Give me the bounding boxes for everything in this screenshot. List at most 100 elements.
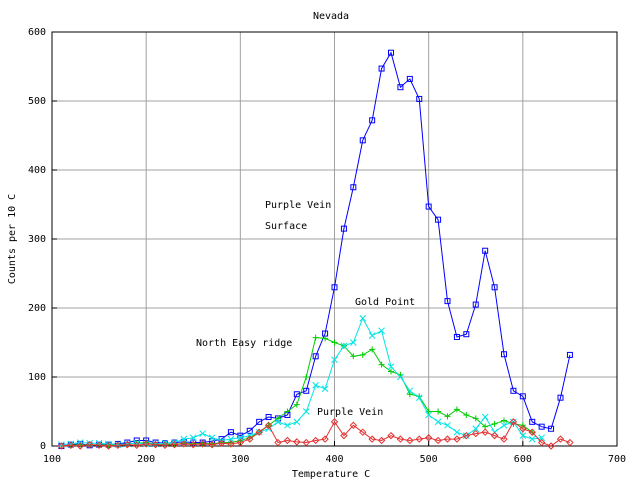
marker	[264, 421, 273, 430]
marker	[114, 441, 122, 450]
x-tick-label: 700	[608, 454, 626, 465]
marker	[444, 298, 451, 305]
marker	[321, 435, 329, 443]
marker	[274, 438, 282, 447]
x-tick-label: 300	[231, 454, 249, 465]
marker	[490, 431, 499, 440]
marker	[453, 428, 461, 436]
marker	[406, 436, 414, 445]
marker	[501, 351, 507, 358]
marker	[481, 413, 489, 421]
marker	[369, 346, 376, 353]
annotation: Surface	[265, 221, 307, 232]
marker	[227, 440, 235, 448]
marker	[491, 284, 498, 291]
marker	[227, 429, 234, 436]
marker	[435, 216, 442, 223]
marker	[501, 417, 507, 424]
marker	[246, 427, 253, 434]
marker	[378, 361, 385, 368]
marker	[406, 391, 413, 398]
marker	[85, 440, 94, 449]
marker	[556, 435, 565, 443]
marker	[537, 438, 546, 447]
x-tick-label: 400	[325, 454, 343, 465]
marker	[481, 428, 489, 436]
marker	[189, 434, 197, 442]
marker	[293, 391, 300, 398]
marker	[444, 421, 451, 429]
marker	[322, 335, 329, 342]
marker	[189, 440, 197, 449]
marker	[415, 435, 423, 443]
marker	[350, 353, 357, 360]
y-tick-label: 300	[28, 234, 46, 245]
marker	[302, 408, 310, 415]
marker	[444, 413, 451, 420]
marker	[566, 438, 574, 447]
marker	[312, 334, 319, 341]
marker	[236, 438, 245, 447]
marker	[312, 353, 319, 360]
marker	[472, 415, 479, 422]
marker	[340, 342, 348, 350]
marker	[349, 339, 357, 346]
marker	[283, 436, 292, 445]
marker	[434, 418, 442, 426]
marker	[311, 436, 320, 445]
marker	[180, 435, 188, 443]
marker	[509, 418, 518, 426]
marker	[274, 418, 282, 426]
marker	[500, 435, 508, 443]
marker	[236, 434, 244, 442]
marker	[293, 418, 301, 426]
y-tick-label: 100	[28, 372, 46, 383]
marker	[331, 356, 338, 364]
marker	[472, 425, 480, 433]
x-tick-label: 200	[137, 454, 155, 465]
marker	[161, 441, 169, 450]
series-line	[61, 317, 542, 446]
marker	[435, 408, 442, 415]
marker	[510, 387, 517, 394]
marker	[434, 436, 442, 445]
marker	[406, 387, 414, 395]
series-line	[61, 420, 571, 447]
marker	[538, 423, 545, 430]
marker	[387, 363, 395, 371]
marker	[482, 247, 489, 254]
x-axis-label: Temperature C	[292, 469, 370, 480]
marker	[302, 438, 310, 447]
marker	[425, 411, 433, 419]
marker	[349, 421, 358, 430]
marker	[312, 381, 320, 389]
marker	[491, 420, 498, 427]
marker	[519, 432, 527, 440]
annotation: Gold Point	[355, 297, 415, 308]
marker	[256, 418, 263, 425]
marker	[208, 440, 216, 449]
marker	[275, 415, 281, 422]
marker	[359, 351, 366, 358]
marker	[340, 431, 348, 440]
marker	[227, 435, 235, 443]
marker	[453, 406, 460, 413]
annotation: North Easy ridge	[196, 338, 292, 349]
marker	[208, 434, 216, 442]
marker	[388, 368, 394, 375]
marker	[453, 435, 461, 443]
marker	[378, 65, 385, 72]
marker	[293, 438, 301, 446]
marker	[528, 428, 536, 436]
marker	[359, 314, 367, 322]
y-axis-label: Counts per 10 C	[7, 194, 18, 284]
marker	[387, 431, 395, 440]
marker	[416, 95, 423, 102]
chart-title: Nevada	[313, 11, 349, 22]
marker	[425, 203, 432, 210]
marker	[462, 431, 471, 440]
marker	[415, 394, 423, 402]
annotation: Purple Vein	[317, 407, 383, 418]
marker	[547, 442, 555, 450]
